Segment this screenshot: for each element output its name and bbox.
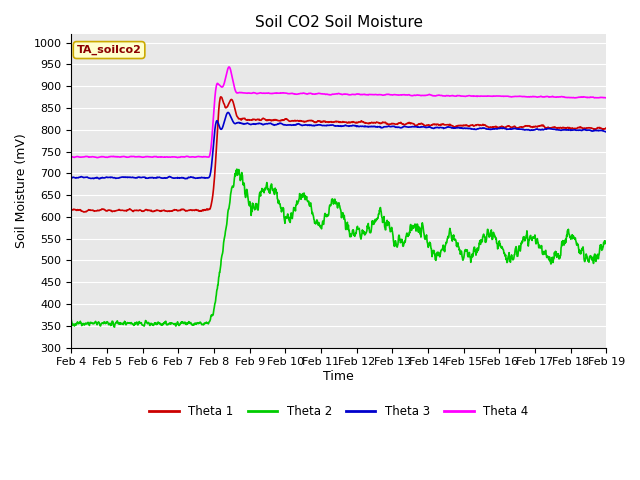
Theta 3 — [224, 109, 232, 115]
Theta 3 — [152, 175, 159, 180]
Theta 2 — [325, 205, 333, 211]
Title: Soil CO2 Soil Moisture: Soil CO2 Soil Moisture — [255, 15, 423, 30]
Theta 1 — [67, 207, 75, 213]
Theta 3 — [316, 122, 323, 128]
Theta 4 — [225, 64, 233, 70]
Theta 1 — [325, 119, 333, 125]
Theta 2 — [233, 166, 241, 172]
Theta 2 — [316, 222, 323, 228]
Theta 2 — [602, 240, 610, 245]
Theta 2 — [67, 317, 75, 323]
Line: Theta 3: Theta 3 — [71, 112, 606, 179]
Line: Theta 4: Theta 4 — [71, 67, 606, 157]
Theta 4 — [316, 91, 323, 96]
Theta 2 — [596, 243, 604, 249]
Theta 1 — [80, 209, 88, 215]
Theta 2 — [152, 320, 159, 326]
Theta 4 — [596, 95, 604, 100]
Line: Theta 2: Theta 2 — [71, 169, 606, 327]
Theta 1 — [316, 118, 323, 124]
Theta 3 — [325, 122, 333, 128]
X-axis label: Time: Time — [323, 370, 354, 383]
Theta 1 — [602, 125, 610, 131]
Theta 3 — [465, 126, 473, 132]
Theta 3 — [596, 127, 604, 133]
Theta 1 — [152, 208, 159, 214]
Theta 1 — [544, 124, 552, 130]
Theta 2 — [544, 253, 552, 259]
Theta 3 — [67, 176, 75, 181]
Theta 4 — [325, 92, 333, 97]
Theta 4 — [152, 154, 159, 159]
Line: Theta 1: Theta 1 — [71, 97, 606, 212]
Theta 3 — [544, 126, 552, 132]
Y-axis label: Soil Moisture (mV): Soil Moisture (mV) — [15, 133, 28, 248]
Theta 3 — [602, 129, 610, 135]
Theta 2 — [111, 324, 118, 330]
Theta 1 — [217, 94, 225, 100]
Legend: Theta 1, Theta 2, Theta 3, Theta 4: Theta 1, Theta 2, Theta 3, Theta 4 — [145, 401, 533, 423]
Theta 1 — [465, 123, 473, 129]
Theta 1 — [596, 125, 604, 131]
Theta 4 — [465, 93, 473, 98]
Theta 4 — [602, 95, 610, 101]
Theta 4 — [544, 94, 552, 99]
Theta 2 — [465, 250, 473, 255]
Theta 3 — [95, 176, 102, 181]
Theta 4 — [67, 154, 75, 159]
Theta 4 — [94, 155, 102, 160]
Text: TA_soilco2: TA_soilco2 — [77, 45, 141, 55]
